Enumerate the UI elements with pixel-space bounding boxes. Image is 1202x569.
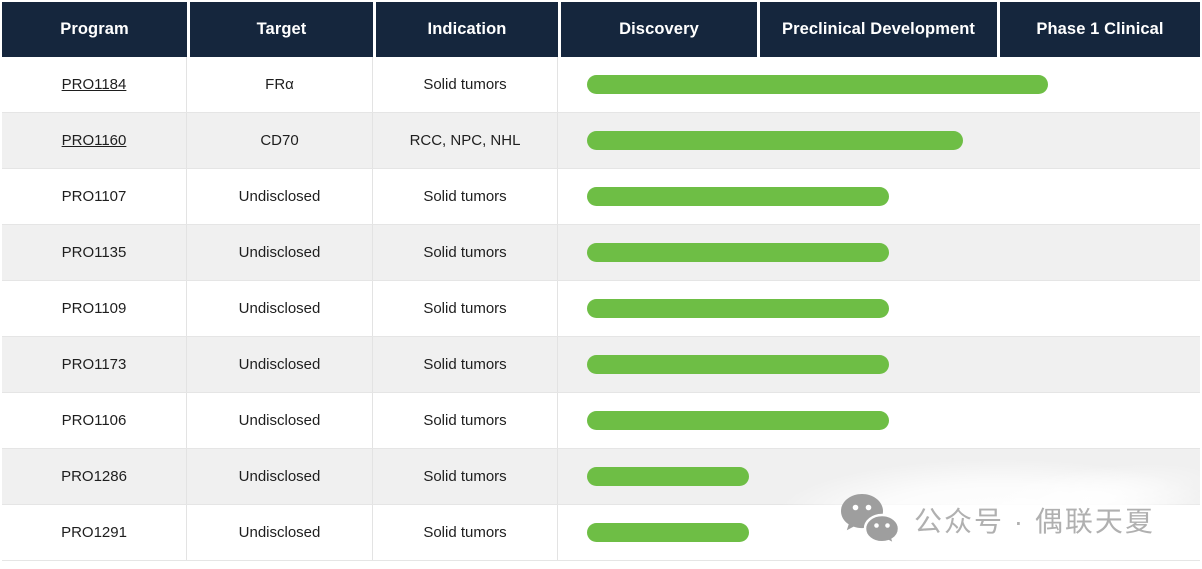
indication-cell: Solid tumors [373,225,558,280]
program-label: PRO1109 [61,300,127,317]
program-cell: PRO1184 [2,57,187,112]
target-label: Undisclosed [238,412,321,429]
table-body: PRO1184 FRα Solid tumors PRO1160 CD70 RC… [2,57,1200,561]
target-cell: Undisclosed [187,449,373,504]
column-header-label: Preclinical Development [781,20,976,38]
phase-track [558,449,1200,504]
phase-track [558,225,1200,280]
phase-track [558,113,1200,168]
column-header-label: Target [256,20,307,38]
indication-cell: Solid tumors [373,393,558,448]
indication-cell: Solid tumors [373,57,558,112]
target-label: Undisclosed [238,356,321,373]
wechat-icon [836,491,902,549]
column-header-preclinical: Preclinical Development [757,2,997,57]
phase-track [558,281,1200,336]
program-cell: PRO1160 [2,113,187,168]
target-label: Undisclosed [238,244,321,261]
indication-cell: Solid tumors [373,337,558,392]
indication-label: Solid tumors [423,188,507,205]
target-cell: Undisclosed [187,225,373,280]
progress-bar [587,243,889,262]
target-cell: Undisclosed [187,393,373,448]
progress-bar [587,75,1048,94]
program-link[interactable]: PRO1160 [61,132,127,149]
program-label: PRO1107 [61,188,127,205]
column-header-target: Target [187,2,373,57]
indication-cell: Solid tumors [373,281,558,336]
table-row: PRO1184 FRα Solid tumors [2,57,1200,113]
phase-track [558,393,1200,448]
target-cell: FRα [187,57,373,112]
phase-track [558,57,1200,112]
program-label: PRO1286 [61,468,127,485]
phase-track [558,505,1200,560]
table-header-row: Program Target Indication Discovery Preclini… [2,0,1200,57]
phase-track [558,169,1200,224]
column-header-label: Discovery [619,20,699,38]
program-label: PRO1173 [61,356,127,373]
progress-bar [587,411,889,430]
target-cell: CD70 [187,113,373,168]
watermark: 公众号 · 偶联天夏 [836,490,1155,550]
target-cell: Undisclosed [187,337,373,392]
program-cell: PRO1135 [2,225,187,280]
program-cell: PRO1106 [2,393,187,448]
column-header-program: Program [2,2,187,57]
program-cell: PRO1286 [2,449,187,504]
program-label: PRO1106 [61,412,127,429]
watermark-text: 公众号 · 偶联天夏 [914,506,1155,537]
column-header-discovery: Discovery [558,2,757,57]
target-label: Undisclosed [238,524,321,541]
target-label: Undisclosed [238,300,321,317]
program-cell: PRO1291 [2,505,187,560]
phase-track [558,337,1200,392]
target-cell: Undisclosed [187,169,373,224]
progress-bar [587,523,749,542]
indication-label: Solid tumors [423,524,507,541]
program-cell: PRO1109 [2,281,187,336]
table-row: PRO1135 Undisclosed Solid tumors [2,225,1200,281]
indication-label: RCC, NPC, NHL [409,132,521,149]
program-cell: PRO1107 [2,169,187,224]
column-header-phase1: Phase 1 Clinical [997,2,1200,57]
table-row: PRO1109 Undisclosed Solid tumors [2,281,1200,337]
indication-cell: Solid tumors [373,505,558,560]
indication-label: Solid tumors [423,356,507,373]
table-row: PRO1160 CD70 RCC, NPC, NHL [2,113,1200,169]
progress-bar [587,355,889,374]
indication-label: Solid tumors [423,412,507,429]
target-cell: Undisclosed [187,505,373,560]
column-header-indication: Indication [373,2,558,57]
target-label: Undisclosed [238,188,321,205]
program-label: PRO1135 [61,244,127,261]
program-label: PRO1291 [61,524,127,541]
program-cell: PRO1173 [2,337,187,392]
progress-bar [587,187,889,206]
column-header-label: Program [60,20,129,38]
indication-cell: Solid tumors [373,169,558,224]
progress-bar [587,131,963,150]
column-header-label: Phase 1 Clinical [1036,20,1164,38]
target-label: CD70 [260,132,299,149]
indication-label: Solid tumors [423,468,507,485]
target-label: Undisclosed [238,468,321,485]
column-header-label: Indication [427,20,507,38]
progress-bar [587,299,889,318]
target-label: FRα [265,76,294,93]
program-link[interactable]: PRO1184 [61,76,127,93]
target-cell: Undisclosed [187,281,373,336]
indication-label: Solid tumors [423,244,507,261]
indication-cell: Solid tumors [373,449,558,504]
table-row: PRO1173 Undisclosed Solid tumors [2,337,1200,393]
indication-label: Solid tumors [423,300,507,317]
indication-label: Solid tumors [423,76,507,93]
table-row: PRO1107 Undisclosed Solid tumors [2,169,1200,225]
table-row: PRO1106 Undisclosed Solid tumors [2,393,1200,449]
progress-bar [587,467,749,486]
indication-cell: RCC, NPC, NHL [373,113,558,168]
